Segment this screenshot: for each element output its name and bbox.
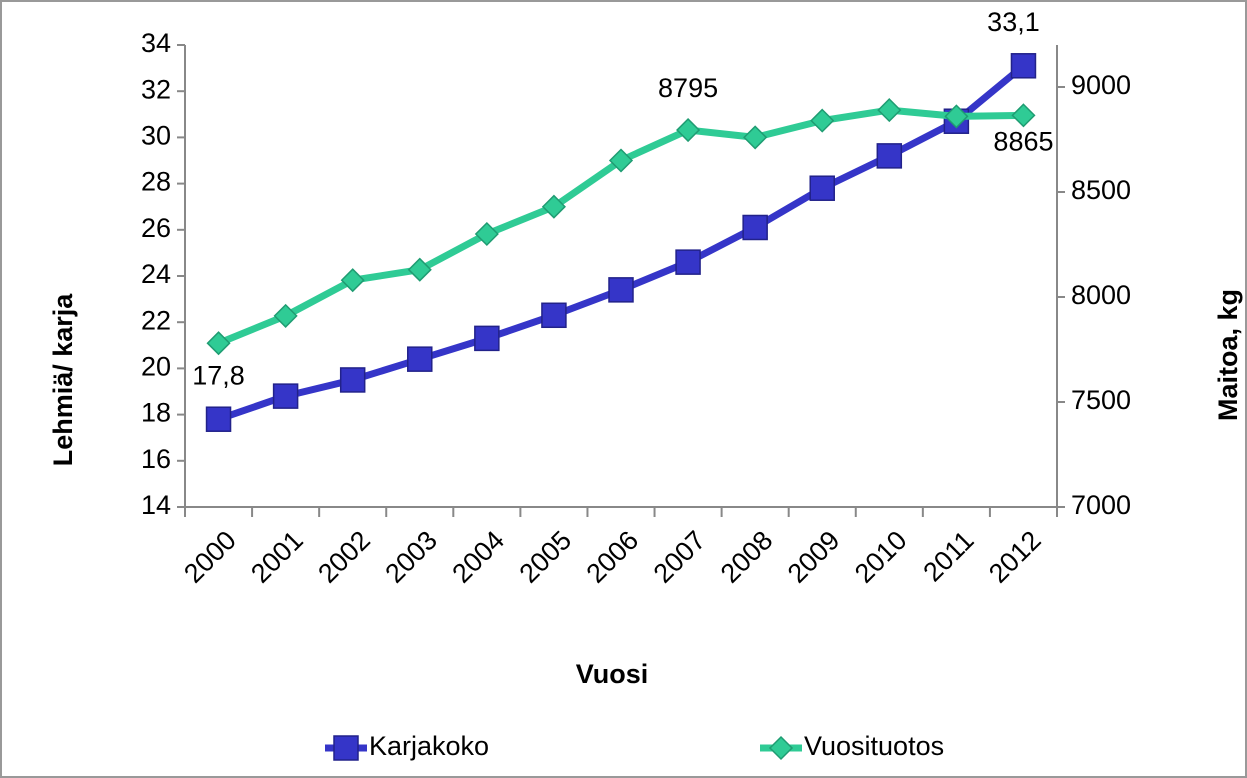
- x-tick-label: 2003: [379, 525, 443, 589]
- data-point: [676, 117, 701, 143]
- data-point: [944, 104, 969, 129]
- data-point: [743, 125, 768, 150]
- data-point: [810, 108, 835, 133]
- y-tick-label: 26: [141, 213, 171, 243]
- series-line: [217, 63, 1026, 423]
- data-point: [339, 367, 366, 393]
- y2-tick-label: 8000: [1071, 280, 1131, 310]
- x-tick-label: 2004: [446, 525, 510, 589]
- data-point: [1010, 53, 1037, 79]
- data-point: [742, 214, 768, 241]
- data-point: [877, 98, 902, 123]
- y2-axis-title: Maitoa, kg: [1213, 289, 1243, 421]
- data-point: [273, 303, 298, 328]
- y-tick-label: 32: [141, 74, 171, 104]
- y-tick-label: 30: [141, 121, 171, 151]
- data-point: [272, 383, 299, 409]
- x-tick-label: 2009: [782, 525, 846, 589]
- y-axis-title: Lehmiä/ karja: [48, 293, 78, 467]
- data-point: [474, 221, 499, 247]
- x-tick-label: 2000: [178, 525, 242, 589]
- y-tick-label: 24: [141, 259, 171, 289]
- data-point: [407, 346, 433, 372]
- x-axis-title: Vuosi: [576, 659, 649, 689]
- data-label: 17,8: [192, 360, 245, 390]
- data-point: [809, 175, 835, 201]
- data-point: [1011, 103, 1036, 128]
- data-point: [206, 331, 231, 356]
- x-tick-label: 2010: [849, 525, 913, 589]
- x-tick-label: 2011: [917, 525, 979, 587]
- y-tick-label: 28: [141, 167, 171, 197]
- data-point: [205, 406, 232, 432]
- y-tick-label: 20: [141, 352, 171, 382]
- y2-tick-label: 9000: [1071, 70, 1131, 100]
- data-point: [340, 268, 365, 293]
- x-tick-label: 2006: [581, 525, 645, 589]
- data-point: [876, 143, 903, 169]
- y-tick-label: 34: [141, 28, 171, 58]
- data-point: [675, 249, 701, 275]
- y-tick-label: 14: [141, 490, 171, 520]
- x-tick-label: 2008: [715, 525, 779, 589]
- x-tick-label: 2012: [983, 525, 1047, 589]
- legend-marker: [768, 735, 794, 761]
- data-label: 8865: [993, 126, 1053, 156]
- data-label: 33,1: [987, 7, 1040, 37]
- y2-tick-label: 8500: [1071, 175, 1131, 205]
- x-tick-label: 2001: [245, 525, 309, 589]
- data-label: 8795: [658, 73, 718, 103]
- data-point: [541, 194, 566, 219]
- x-tick-label: 2002: [312, 525, 376, 589]
- y-tick-label: 16: [141, 444, 171, 474]
- y-tick-label: 18: [141, 398, 171, 428]
- data-point: [608, 277, 634, 303]
- legend-marker: [333, 735, 359, 761]
- x-tick-label: 2007: [648, 525, 712, 589]
- y2-tick-label: 7500: [1071, 385, 1131, 415]
- legend-label: Vuosituotos: [804, 731, 944, 761]
- data-point: [474, 325, 500, 352]
- legend-label: Karjakoko: [369, 731, 489, 761]
- y-tick-label: 22: [141, 305, 171, 335]
- data-point: [407, 257, 432, 282]
- data-point: [541, 302, 567, 329]
- y2-tick-label: 7000: [1071, 490, 1131, 520]
- data-point: [608, 148, 634, 173]
- x-tick-label: 2005: [514, 525, 578, 589]
